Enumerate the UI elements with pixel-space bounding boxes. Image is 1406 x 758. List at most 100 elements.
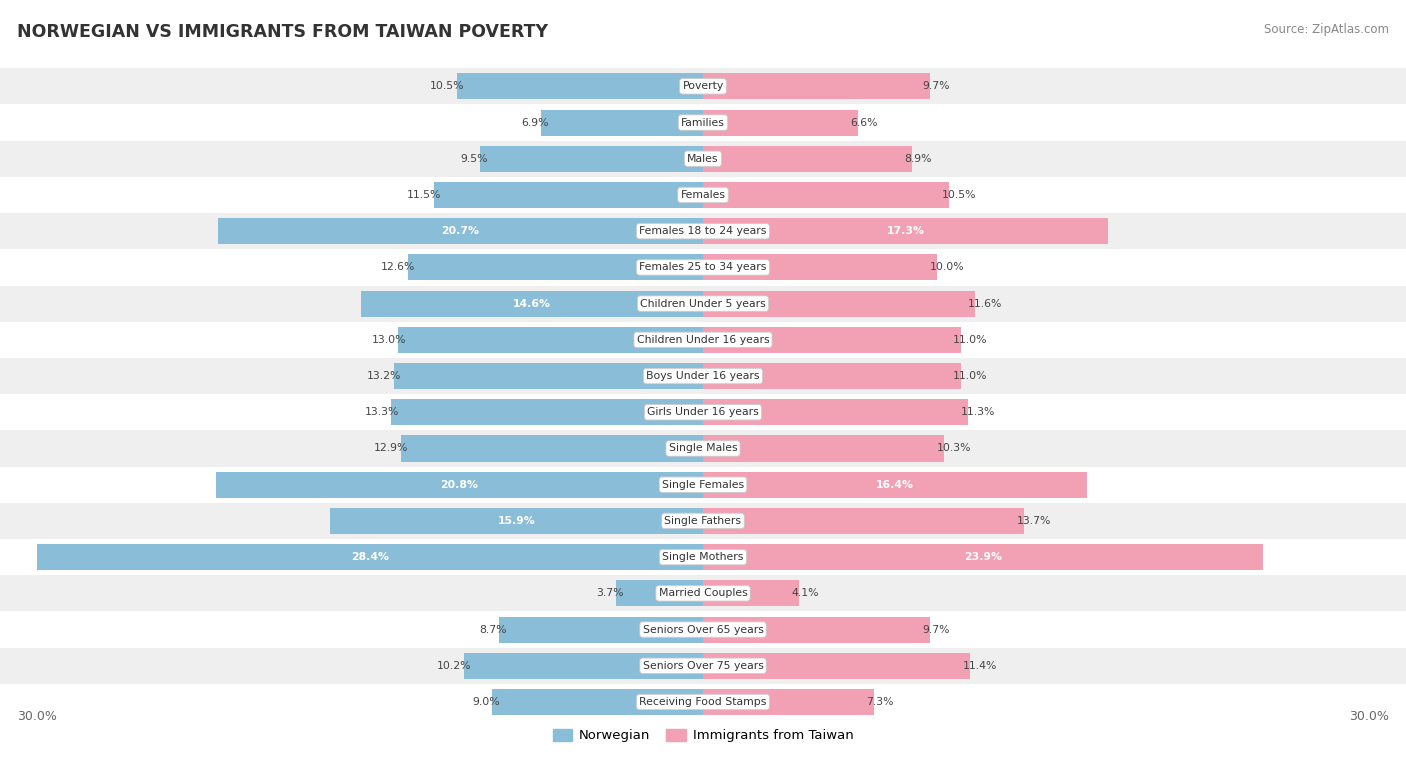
Text: Seniors Over 75 years: Seniors Over 75 years (643, 661, 763, 671)
Bar (703, 74, 931, 99)
Text: 28.4%: 28.4% (352, 552, 389, 562)
Bar (703, 290, 974, 317)
Bar (703, 255, 938, 280)
Text: 11.0%: 11.0% (953, 335, 988, 345)
Text: 12.9%: 12.9% (374, 443, 408, 453)
Text: 23.9%: 23.9% (965, 552, 1002, 562)
Text: Females 25 to 34 years: Females 25 to 34 years (640, 262, 766, 272)
Text: 8.9%: 8.9% (904, 154, 932, 164)
Bar (703, 581, 799, 606)
Text: Source: ZipAtlas.com: Source: ZipAtlas.com (1264, 23, 1389, 36)
Text: 7.3%: 7.3% (866, 697, 894, 707)
Bar (703, 544, 1263, 570)
Text: 17.3%: 17.3% (887, 226, 925, 236)
Text: 9.7%: 9.7% (922, 625, 950, 634)
Text: 9.0%: 9.0% (472, 697, 499, 707)
Bar (0, 141, 1406, 177)
Bar (703, 182, 949, 208)
Bar (0, 684, 1406, 720)
Text: 11.4%: 11.4% (963, 661, 997, 671)
Text: 20.7%: 20.7% (441, 226, 479, 236)
Bar (703, 508, 1024, 534)
Bar (703, 471, 1087, 498)
Text: 11.0%: 11.0% (953, 371, 988, 381)
Text: 9.5%: 9.5% (460, 154, 488, 164)
Bar (0, 286, 1406, 321)
Bar (330, 508, 703, 534)
Bar (703, 218, 1108, 244)
Text: 10.5%: 10.5% (430, 81, 464, 91)
Text: 14.6%: 14.6% (513, 299, 551, 309)
Text: 13.0%: 13.0% (371, 335, 406, 345)
Text: 4.1%: 4.1% (792, 588, 820, 598)
Bar (433, 182, 703, 208)
Text: 10.2%: 10.2% (437, 661, 471, 671)
Bar (0, 321, 1406, 358)
Text: Males: Males (688, 154, 718, 164)
Text: Females 18 to 24 years: Females 18 to 24 years (640, 226, 766, 236)
Bar (391, 399, 703, 425)
Bar (703, 616, 931, 643)
Bar (0, 612, 1406, 647)
Text: Single Females: Single Females (662, 480, 744, 490)
Text: 13.2%: 13.2% (367, 371, 401, 381)
Bar (703, 653, 970, 679)
Text: 9.7%: 9.7% (922, 81, 950, 91)
Text: Single Mothers: Single Mothers (662, 552, 744, 562)
Bar (703, 399, 967, 425)
Bar (408, 255, 703, 280)
Bar (218, 218, 703, 244)
Bar (0, 647, 1406, 684)
Bar (0, 105, 1406, 141)
Bar (361, 290, 703, 317)
Text: 11.6%: 11.6% (967, 299, 1001, 309)
Text: 12.6%: 12.6% (381, 262, 415, 272)
Bar (703, 146, 911, 172)
Text: 30.0%: 30.0% (1350, 709, 1389, 723)
Bar (394, 363, 703, 389)
Text: 13.7%: 13.7% (1017, 516, 1050, 526)
Bar (616, 581, 703, 606)
Text: Girls Under 16 years: Girls Under 16 years (647, 407, 759, 417)
Text: Poverty: Poverty (682, 81, 724, 91)
Bar (457, 74, 703, 99)
Text: Married Couples: Married Couples (658, 588, 748, 598)
Bar (499, 616, 703, 643)
Text: NORWEGIAN VS IMMIGRANTS FROM TAIWAN POVERTY: NORWEGIAN VS IMMIGRANTS FROM TAIWAN POVE… (17, 23, 548, 41)
Bar (0, 575, 1406, 612)
Text: 10.3%: 10.3% (936, 443, 972, 453)
Bar (0, 68, 1406, 105)
Text: 10.5%: 10.5% (942, 190, 976, 200)
Bar (492, 689, 703, 715)
Bar (0, 213, 1406, 249)
Text: 8.7%: 8.7% (479, 625, 506, 634)
Bar (38, 544, 703, 570)
Bar (0, 358, 1406, 394)
Bar (0, 467, 1406, 503)
Bar (703, 363, 960, 389)
Text: Children Under 16 years: Children Under 16 years (637, 335, 769, 345)
Text: Single Males: Single Males (669, 443, 737, 453)
Text: Receiving Food Stamps: Receiving Food Stamps (640, 697, 766, 707)
Text: Families: Families (681, 117, 725, 127)
Bar (703, 689, 875, 715)
Text: Children Under 5 years: Children Under 5 years (640, 299, 766, 309)
Bar (398, 327, 703, 353)
Bar (0, 394, 1406, 431)
Text: Females: Females (681, 190, 725, 200)
Text: 3.7%: 3.7% (596, 588, 624, 598)
Text: 20.8%: 20.8% (440, 480, 478, 490)
Bar (0, 539, 1406, 575)
Bar (541, 109, 703, 136)
Text: Single Fathers: Single Fathers (665, 516, 741, 526)
Text: 6.6%: 6.6% (851, 117, 877, 127)
Bar (464, 653, 703, 679)
Text: 13.3%: 13.3% (364, 407, 399, 417)
Text: 11.5%: 11.5% (406, 190, 441, 200)
Text: 30.0%: 30.0% (17, 709, 56, 723)
Bar (215, 471, 703, 498)
Legend: Norwegian, Immigrants from Taiwan: Norwegian, Immigrants from Taiwan (547, 724, 859, 747)
Bar (481, 146, 703, 172)
Text: 6.9%: 6.9% (522, 117, 548, 127)
Bar (0, 249, 1406, 286)
